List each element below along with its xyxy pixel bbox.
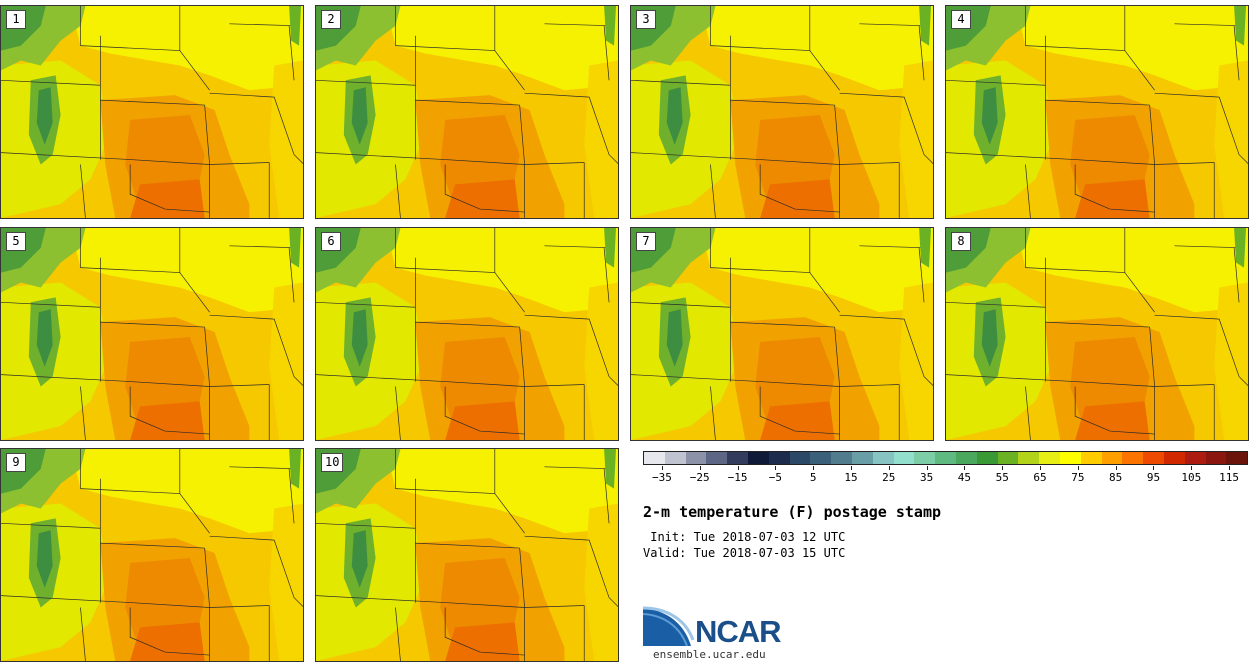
colorbar-tick-label: 95 [1146, 471, 1161, 484]
temperature-map [946, 228, 1248, 440]
member-number-label: 6 [321, 232, 341, 251]
colorbar-swatch [747, 452, 769, 464]
colorbar-tick [1229, 466, 1231, 470]
colorbar-swatch [1205, 452, 1227, 464]
colorbar-tick [737, 466, 739, 470]
colorbar-swatch [976, 452, 998, 464]
colorbar-swatch [1163, 452, 1185, 464]
colorbar-tick [1115, 466, 1117, 470]
ensemble-member-panel: 1 [0, 5, 304, 219]
colorbar-tick [888, 466, 890, 470]
ensemble-url: ensemble.ucar.edu [653, 648, 766, 661]
colorbar-swatch [727, 452, 748, 464]
ensemble-member-panel: 8 [945, 227, 1249, 441]
ensemble-member-panel: 9 [0, 448, 304, 662]
temperature-colorbar [643, 451, 1248, 465]
colorbar-tick-label: −35 [651, 471, 672, 484]
colorbar-swatch [1184, 452, 1206, 464]
member-number-label: 4 [951, 10, 971, 29]
colorbar-swatch [1059, 452, 1081, 464]
ensemble-member-panel: 7 [630, 227, 934, 441]
ncar-logo-icon [643, 606, 695, 647]
colorbar-tick [661, 466, 663, 470]
colorbar-tick-label: −25 [689, 471, 710, 484]
colorbar-tick-label: 75 [1071, 471, 1085, 484]
member-number-label: 10 [321, 453, 344, 472]
colorbar-swatch [893, 452, 915, 464]
colorbar-swatch [644, 452, 665, 464]
colorbar-tick [1002, 466, 1004, 470]
colorbar-swatch [914, 452, 936, 464]
colorbar-tick [813, 466, 815, 470]
ncar-logo-text: NCAR [695, 614, 782, 649]
colorbar-swatch [935, 452, 956, 464]
temperature-map [316, 228, 618, 440]
temperature-map [1, 228, 303, 440]
colorbar-swatch [768, 452, 790, 464]
colorbar-swatch [664, 452, 686, 464]
colorbar-tick-label: −5 [768, 471, 782, 484]
colorbar-swatch [1101, 452, 1123, 464]
colorbar-tick-label: 55 [995, 471, 1009, 484]
colorbar-tick-label: −15 [727, 471, 748, 484]
temperature-map [946, 6, 1248, 218]
colorbar-tick-label: 5 [809, 471, 817, 484]
temperature-map [316, 449, 618, 661]
ensemble-member-panel: 2 [315, 5, 619, 219]
colorbar-tick [699, 466, 701, 470]
colorbar-tick-label: 25 [882, 471, 896, 484]
colorbar-tick-label: 35 [919, 471, 934, 484]
member-number-label: 7 [636, 232, 656, 251]
temperature-map [631, 228, 933, 440]
colorbar-tick-label: 85 [1109, 471, 1123, 484]
colorbar-swatch [706, 452, 728, 464]
temperature-map [1, 449, 303, 661]
colorbar-swatch [955, 452, 977, 464]
init-time: Init: Tue 2018-07-03 12 UTC [643, 530, 846, 544]
colorbar-tick-label: 115 [1219, 471, 1240, 484]
colorbar-swatch [1080, 452, 1102, 464]
colorbar-tick [1040, 466, 1042, 470]
colorbar-tick [850, 466, 852, 470]
colorbar-tick [1077, 466, 1079, 470]
colorbar-swatch [831, 452, 852, 464]
colorbar-tick-label: 65 [1033, 471, 1047, 484]
colorbar-swatch [789, 452, 811, 464]
colorbar-swatch [1039, 452, 1060, 464]
colorbar-tick-label: 105 [1181, 471, 1202, 484]
ensemble-member-panel: 5 [0, 227, 304, 441]
colorbar-tick [775, 466, 777, 470]
colorbar-swatch [685, 452, 707, 464]
colorbar-swatch [851, 452, 873, 464]
member-number-label: 3 [636, 10, 656, 29]
valid-time: Valid: Tue 2018-07-03 15 UTC [643, 546, 846, 560]
member-number-label: 1 [6, 10, 26, 29]
colorbar-swatch [1122, 452, 1144, 464]
colorbar-tick [1153, 466, 1155, 470]
colorbar-swatch [872, 452, 894, 464]
member-number-label: 8 [951, 232, 971, 251]
ensemble-member-panel: 4 [945, 5, 1249, 219]
colorbar-swatch [997, 452, 1019, 464]
ensemble-member-panel: 10 [315, 448, 619, 662]
colorbar-swatch [1143, 452, 1164, 464]
member-number-label: 9 [6, 453, 26, 472]
temperature-map [631, 6, 933, 218]
colorbar-tick [1191, 466, 1193, 470]
colorbar-swatch [1226, 452, 1248, 464]
temperature-map [1, 6, 303, 218]
ensemble-member-panel: 6 [315, 227, 619, 441]
member-number-label: 5 [6, 232, 26, 251]
colorbar-tick [926, 466, 928, 470]
colorbar-tick-label: 45 [957, 471, 972, 484]
chart-title: 2-m temperature (F) postage stamp [643, 503, 942, 521]
colorbar-tick-labels: −35 −25 −15 −5 5 15 25 35 45 55 65 75 85 95 105 115 [643, 466, 1248, 486]
temperature-map [316, 6, 618, 218]
colorbar-tick-label: 15 [844, 471, 858, 484]
colorbar-swatch [810, 452, 832, 464]
colorbar-tick [964, 466, 966, 470]
member-number-label: 2 [321, 10, 341, 29]
colorbar-swatch [1018, 452, 1040, 464]
ensemble-member-panel: 3 [630, 5, 934, 219]
